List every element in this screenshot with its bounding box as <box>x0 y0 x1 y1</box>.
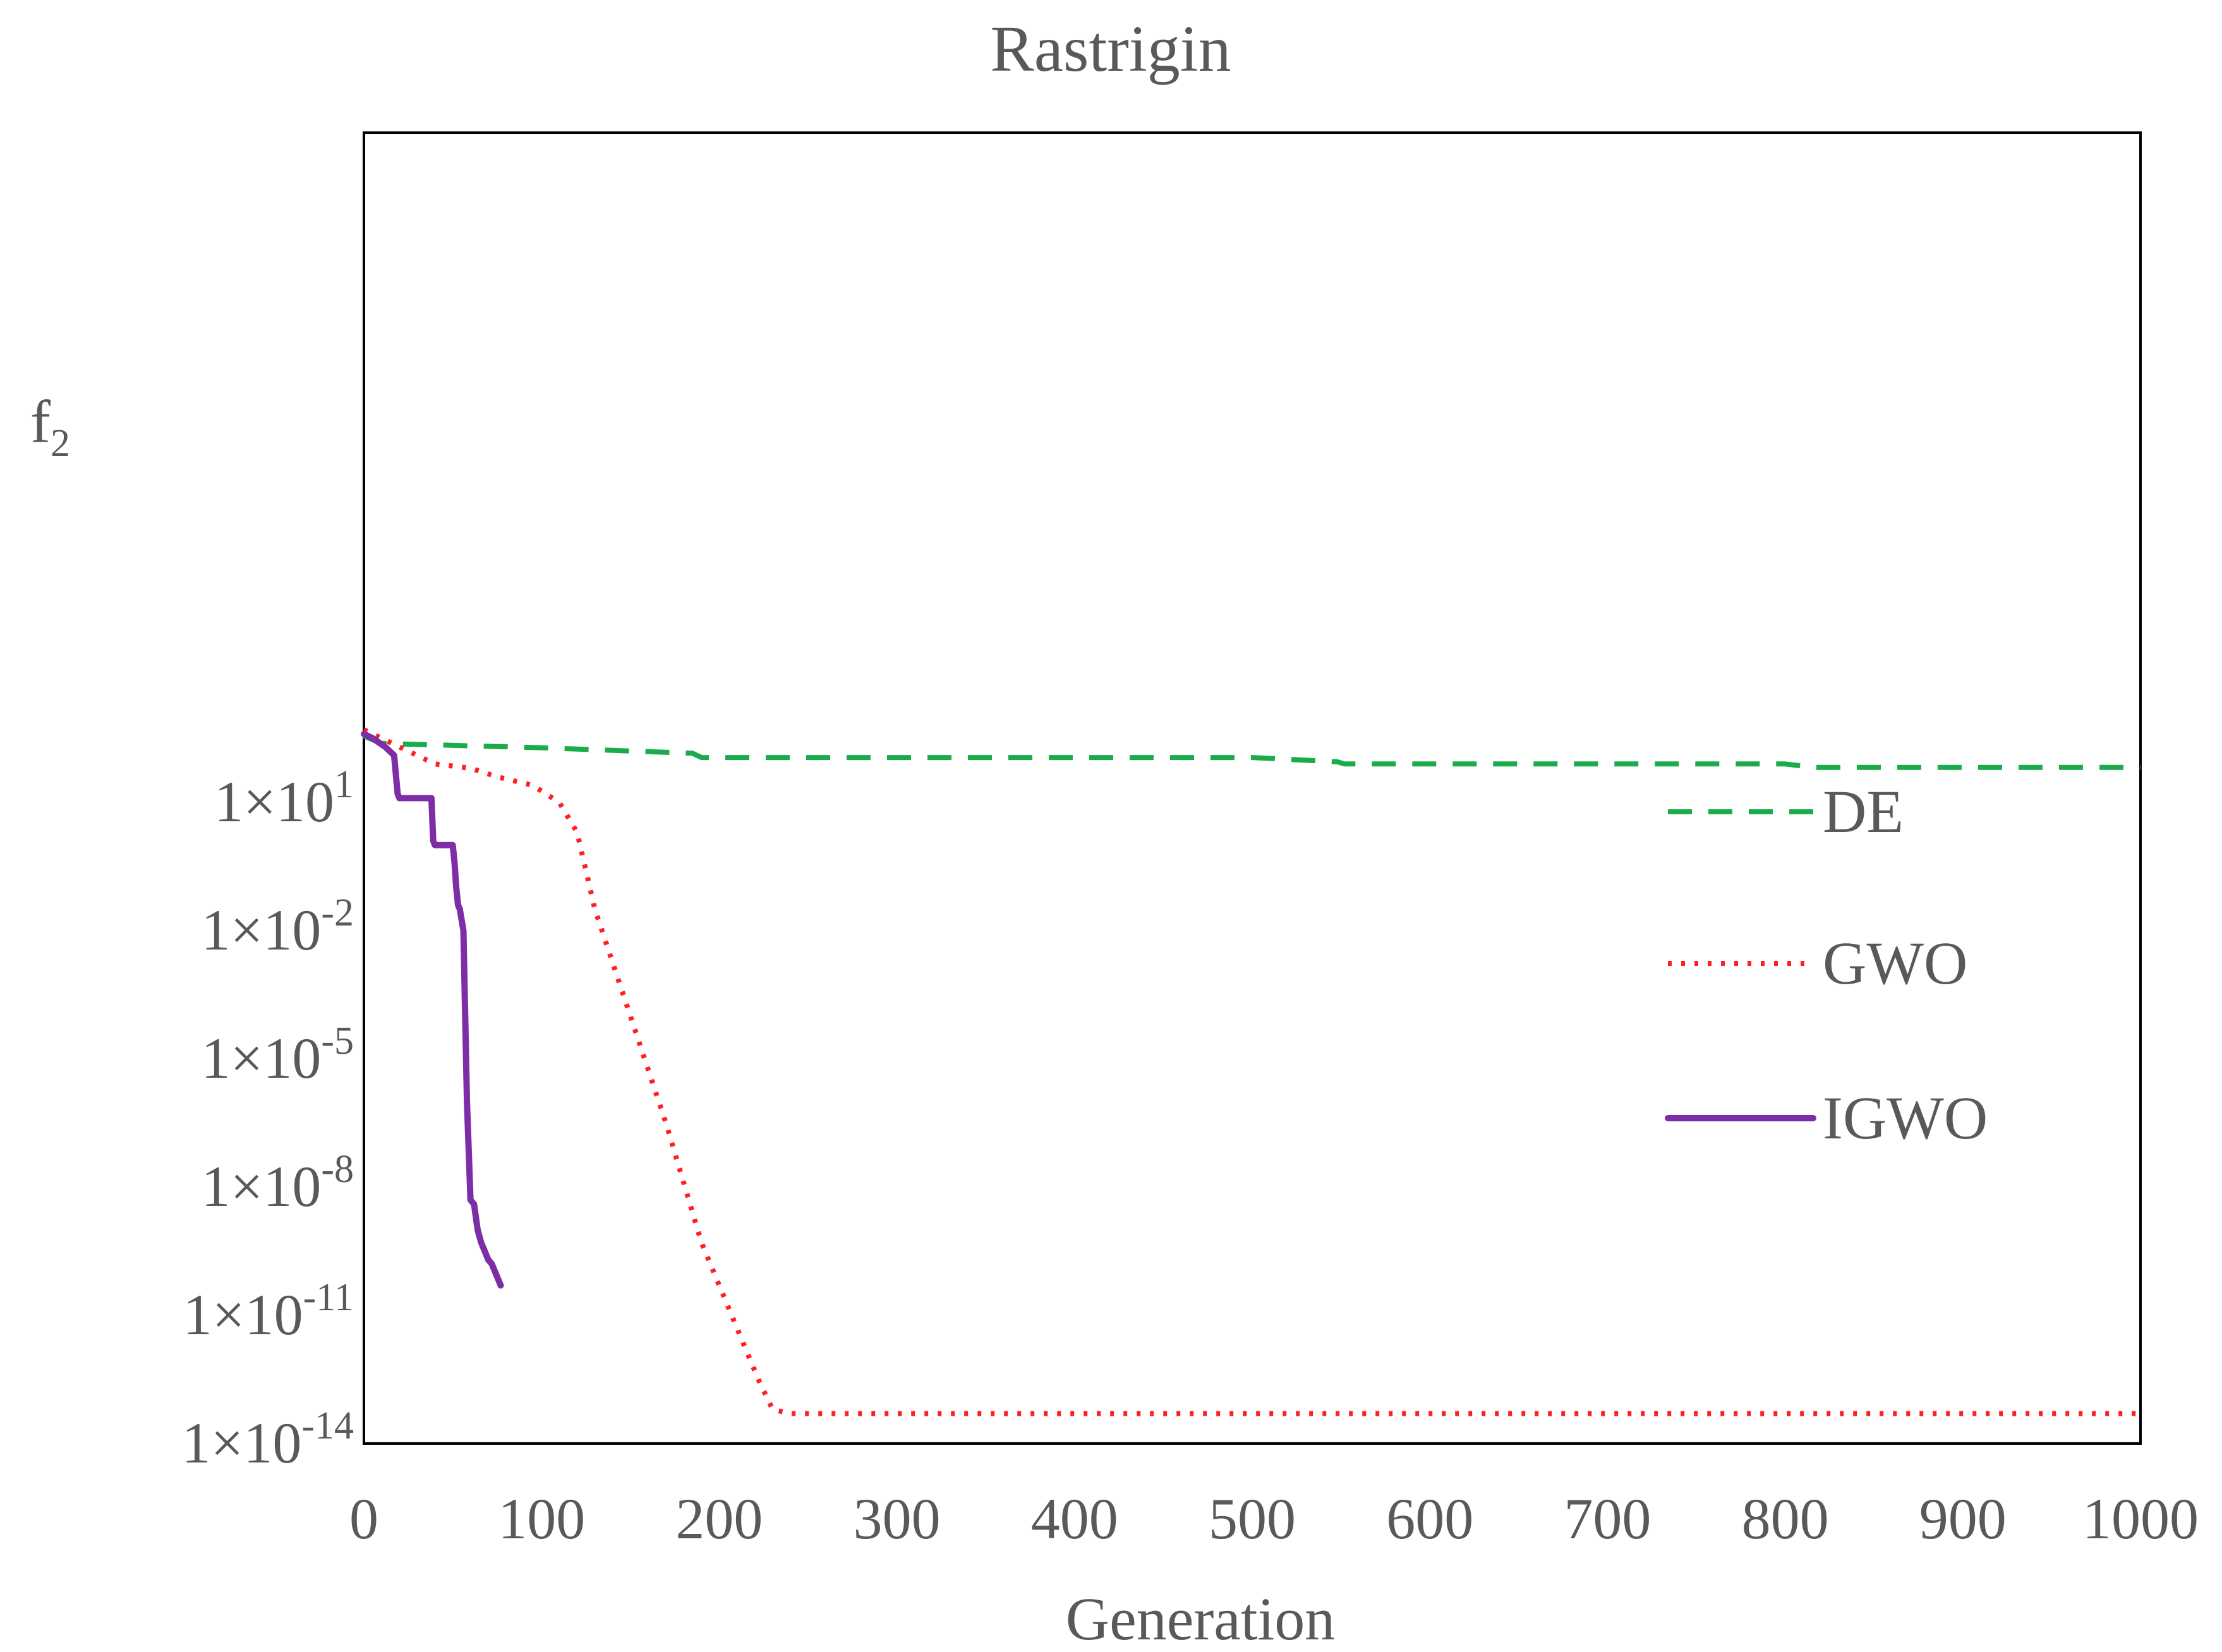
y-tick-mantissa: 1×10 <box>201 1154 321 1219</box>
series-line-igwo <box>361 730 504 1289</box>
plot-area <box>363 131 2142 1445</box>
x-tick-label: 600 <box>1386 1486 1473 1551</box>
y-tick-label: 1×10-2 <box>201 891 354 962</box>
x-tick-label: 400 <box>1031 1486 1118 1551</box>
x-tick-label: 500 <box>1209 1486 1296 1551</box>
y-tick-label: 1×10-11 <box>183 1276 354 1347</box>
y-tick-label: 1×101 <box>214 763 354 834</box>
x-tick-label: 800 <box>1742 1486 1829 1551</box>
svg-text:f2: f2 <box>30 388 70 465</box>
y-axis-label: f2 <box>30 388 70 465</box>
y-tick-label: 1×10-14 <box>181 1404 354 1475</box>
chart-title: Rastrigin <box>990 13 1231 85</box>
y-tick-label: 1×10-8 <box>201 1148 354 1219</box>
x-tick-label: 100 <box>498 1486 585 1551</box>
legend-label-de: DE <box>1823 778 1904 845</box>
y-tick-exponent: -11 <box>303 1276 354 1319</box>
y-tick-label: 1×10-5 <box>201 1020 354 1090</box>
y-axis-label-subscript: 2 <box>51 422 70 465</box>
y-tick-exponent: -8 <box>321 1148 354 1191</box>
y-tick-mantissa: 1×10 <box>201 1026 321 1090</box>
legend: DE GWO IGWO <box>1665 778 1988 1152</box>
y-tick-mantissa: 1×10 <box>201 898 321 962</box>
y-tick-mantissa: 1×10 <box>181 1411 301 1475</box>
legend-label-gwo: GWO <box>1823 929 1967 997</box>
series-line-de <box>363 733 2140 770</box>
y-axis-label-base: f <box>30 388 51 455</box>
series-layer <box>361 727 2140 1416</box>
x-ticks: 0 100 200 300 400 500 600 700 800 900 1000 <box>349 1486 2199 1551</box>
y-tick-exponent: -2 <box>321 891 354 934</box>
y-tick-mantissa: 1×10 <box>214 769 334 834</box>
x-tick-label: 1000 <box>2082 1486 2199 1551</box>
x-tick-label: 900 <box>1919 1486 2007 1551</box>
y-tick-exponent: -5 <box>321 1020 354 1063</box>
x-axis-label: Generation <box>1066 1585 1335 1652</box>
y-tick-mantissa: 1×10 <box>183 1282 303 1347</box>
y-tick-exponent: 1 <box>334 763 354 806</box>
x-tick-label: 700 <box>1564 1486 1651 1551</box>
y-tick-exponent: -14 <box>301 1404 354 1447</box>
legend-label-igwo: IGWO <box>1823 1084 1988 1152</box>
x-tick-label: 0 <box>349 1486 378 1551</box>
x-tick-label: 300 <box>854 1486 941 1551</box>
x-tick-label: 200 <box>675 1486 763 1551</box>
